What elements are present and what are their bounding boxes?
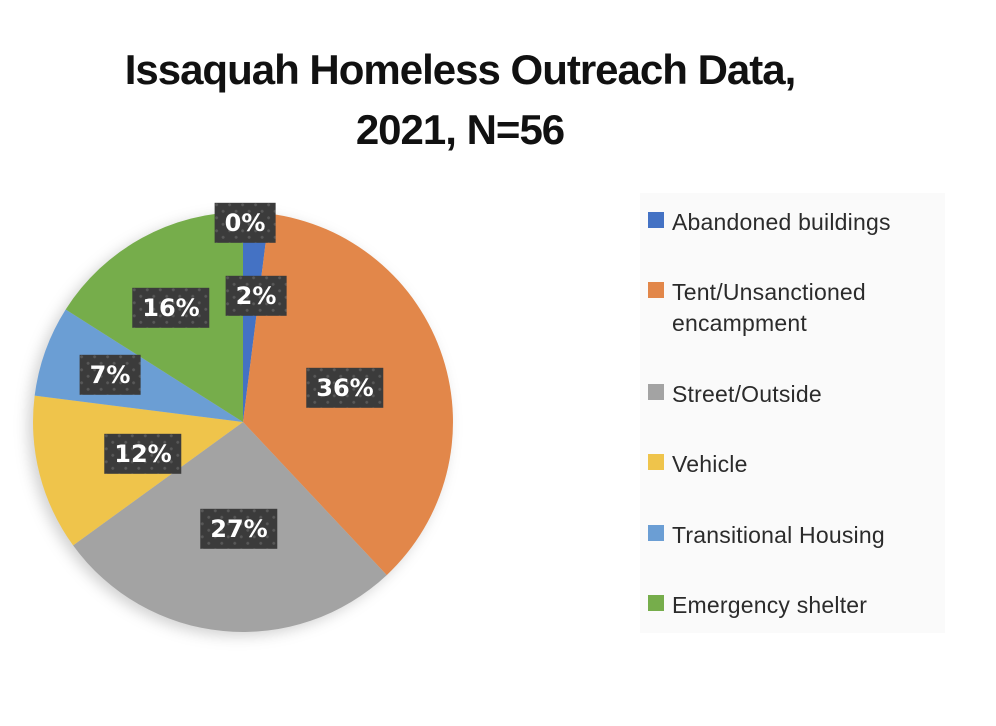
- pie-label-emergency-shelter: 16%: [132, 288, 209, 328]
- pie-slice-vehicle: [33, 395, 243, 546]
- legend-item-emergency-shelter: Emergency shelter: [648, 590, 939, 621]
- chart-title-line1: Issaquah Homeless Outreach Data,: [124, 46, 797, 93]
- legend-item-abandoned-buildings: Abandoned buildings: [648, 207, 939, 238]
- legend-item-vehicle: Vehicle: [648, 449, 939, 480]
- legend-item-label: Vehicle: [672, 451, 748, 478]
- legend-swatch-icon: [648, 524, 664, 541]
- pie-label-transitional-housing: 7%: [80, 355, 141, 395]
- pie-label-0pct: 0%: [215, 203, 276, 243]
- legend-swatch-icon: [648, 454, 664, 471]
- legend-swatch-icon: [648, 594, 664, 611]
- legend-item-label: Transitional Housing: [672, 521, 885, 548]
- chart-title: Issaquah Homeless Outreach Data, 2021, N…: [0, 40, 920, 159]
- pie-slice-transitional-housing: [34, 309, 243, 422]
- legend-swatch-icon: [648, 282, 664, 299]
- legend-item-label: Tent/Unsanctioned encampment: [672, 279, 866, 337]
- legend-item-label: Emergency shelter: [672, 591, 868, 618]
- legend-item-transitional-housing: Transitional Housing: [648, 520, 939, 551]
- legend-swatch-icon: [648, 383, 664, 400]
- pie-label-street-outside: 27%: [200, 509, 277, 549]
- pie-chart: [33, 212, 453, 632]
- pie-label-abandoned-buildings: 2%: [226, 276, 287, 316]
- pie-label-vehicle: 12%: [104, 434, 181, 474]
- legend-item-label: Street/Outside: [672, 380, 822, 407]
- pie-chart-svg: [33, 212, 453, 632]
- chart-title-line2: 2021, N=56: [355, 105, 565, 153]
- legend: Abandoned buildings Tent/Unsanctioned en…: [640, 193, 945, 633]
- legend-item-street-outside: Street/Outside: [648, 379, 939, 410]
- pie-slice-abandoned-buildings: [243, 212, 270, 422]
- legend-item-tent-unsanctioned-encampment: Tent/Unsanctioned encampment: [648, 277, 939, 339]
- legend-item-label: Abandoned buildings: [672, 209, 891, 235]
- pie-label-tent-unsanctioned-encampment: 36%: [306, 368, 383, 408]
- legend-swatch-icon: [648, 212, 664, 228]
